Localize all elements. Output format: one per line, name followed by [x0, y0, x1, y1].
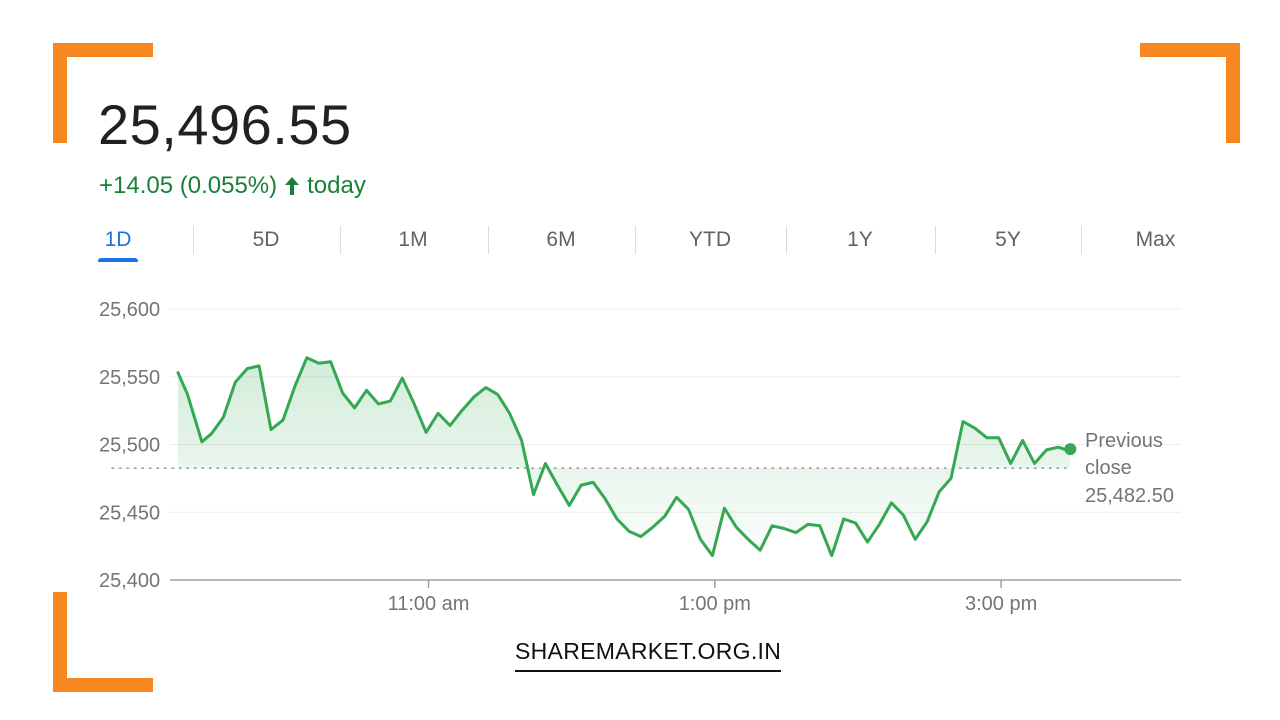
- price-area-fill: [178, 357, 1071, 556]
- tab-divider: [635, 226, 636, 254]
- prev-close-label-line2: close: [1085, 457, 1132, 479]
- y-tick-label: 25,550: [99, 367, 160, 389]
- tab-divider: [935, 226, 936, 254]
- tab-divider: [488, 226, 489, 254]
- y-tick-label: 25,450: [99, 502, 160, 524]
- arrow-up-icon: [285, 177, 300, 195]
- tab-divider: [1081, 226, 1082, 254]
- tab-divider: [340, 226, 341, 254]
- corner-frame-top-right: [1140, 43, 1240, 143]
- y-tick-label: 25,400: [99, 570, 160, 592]
- last-price-dot: [1064, 443, 1077, 456]
- tab-divider: [786, 226, 787, 254]
- tab-6m[interactable]: 6M: [546, 228, 576, 251]
- site-watermark: SHAREMARKET.ORG.IN: [515, 638, 782, 672]
- y-tick-label: 25,600: [99, 299, 160, 321]
- tab-1y[interactable]: 1Y: [847, 228, 873, 251]
- corner-frame-bottom-left: [53, 592, 153, 692]
- price-change-value: +14.05 (0.055%): [99, 172, 278, 199]
- tab-5d[interactable]: 5D: [252, 228, 280, 251]
- y-tick-label: 25,500: [99, 435, 160, 457]
- tab-divider: [193, 226, 194, 254]
- x-tick-label: 3:00 pm: [965, 593, 1037, 615]
- prev-close-value: 25,482.50: [1085, 485, 1174, 507]
- corner-frame-top-left: [53, 43, 153, 143]
- price-line: [176, 356, 1072, 558]
- current-price: 25,496.55: [98, 93, 352, 156]
- tab-1d[interactable]: 1D: [104, 228, 132, 251]
- prev-close-label-line1: Previous: [1085, 430, 1163, 452]
- tab-5y[interactable]: 5Y: [995, 228, 1021, 251]
- price-change: +14.05 (0.055%) today: [99, 172, 366, 200]
- x-tick-label: 1:00 pm: [679, 593, 751, 615]
- time-range-tabs: 1D 5D 1M 6M YTD 1Y 5Y Max: [98, 222, 1183, 266]
- tab-1m[interactable]: 1M: [398, 228, 428, 251]
- tab-max[interactable]: Max: [1135, 228, 1176, 251]
- active-tab-indicator: [98, 258, 138, 262]
- x-tick-label: 11:00 am: [388, 593, 470, 615]
- tab-ytd[interactable]: YTD: [689, 228, 731, 251]
- price-change-suffix: today: [307, 172, 366, 199]
